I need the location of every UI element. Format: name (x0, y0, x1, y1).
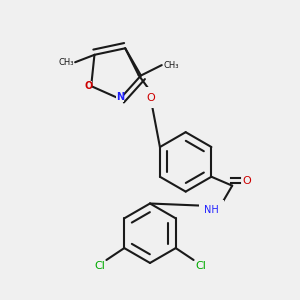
Text: CH₃: CH₃ (58, 58, 74, 67)
Text: Cl: Cl (195, 262, 206, 272)
Text: O: O (146, 93, 155, 103)
Text: NH: NH (204, 205, 219, 215)
Text: O: O (242, 176, 251, 186)
Text: O: O (84, 81, 92, 91)
Text: N: N (116, 92, 124, 102)
Text: Cl: Cl (94, 262, 105, 272)
Text: CH₃: CH₃ (163, 61, 179, 70)
